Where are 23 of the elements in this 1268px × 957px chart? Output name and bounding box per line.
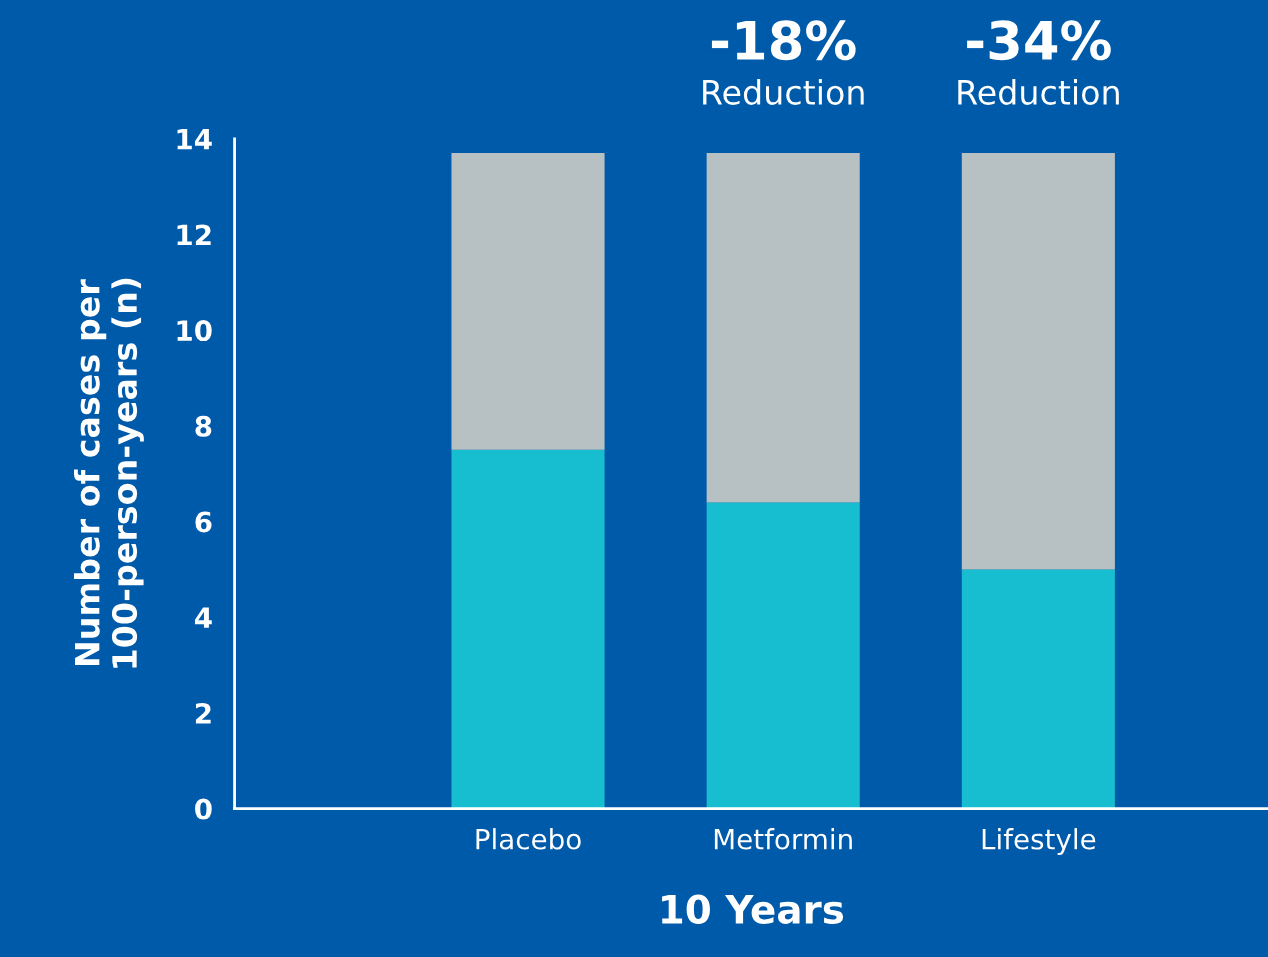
text: -18% xyxy=(711,20,856,61)
bar xyxy=(961,153,1115,570)
y-tick-label: 4 xyxy=(194,607,212,628)
text: Reduction xyxy=(703,79,864,105)
y-tick-label: 0 xyxy=(195,798,212,820)
text: -34% xyxy=(967,20,1111,61)
y-axis-title: Number of cases per 100-person-years (n) xyxy=(74,278,144,668)
bar xyxy=(451,449,605,809)
y-tick-label: 6 xyxy=(195,511,212,533)
x-tick-label: Placebo xyxy=(476,828,581,850)
x-axis-title: 10 Years xyxy=(662,894,844,924)
bar xyxy=(451,153,605,450)
y-tick-label: 14 xyxy=(177,129,212,150)
y-tick-label: 2 xyxy=(195,702,211,724)
bar xyxy=(706,153,860,503)
y-tick-label: 10 xyxy=(177,320,212,342)
x-tick-label: Lifestyle xyxy=(982,828,1096,855)
bar xyxy=(961,569,1115,809)
y-tick-label: 12 xyxy=(177,224,211,246)
text: Reduction xyxy=(958,79,1119,105)
y-tick-label: 8 xyxy=(195,415,212,437)
bar xyxy=(706,502,860,809)
x-tick-label: Metformin xyxy=(714,828,852,850)
